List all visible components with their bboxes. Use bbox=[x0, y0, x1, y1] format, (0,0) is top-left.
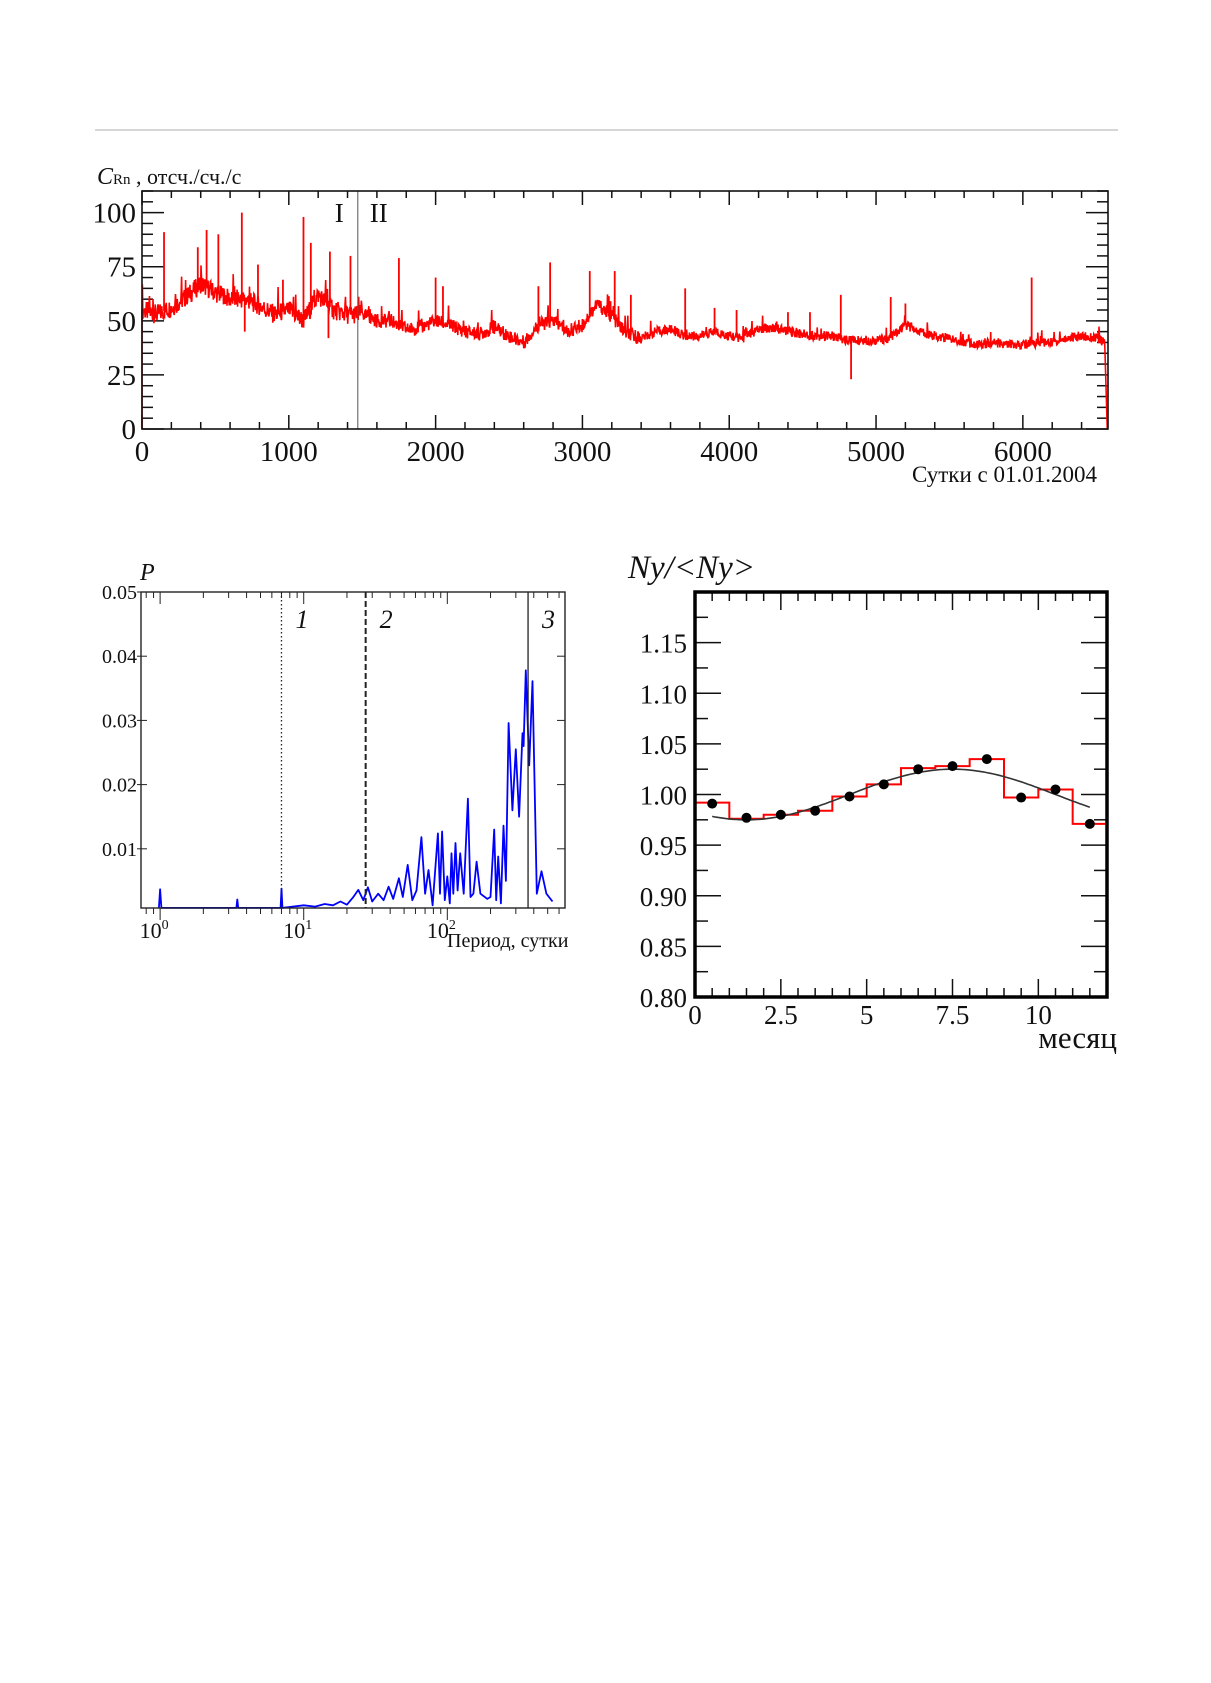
sinusoidal-fit-curve bbox=[712, 768, 1091, 821]
y-tick-label: 1.15 bbox=[640, 629, 687, 659]
data-point bbox=[810, 805, 821, 816]
data-point bbox=[981, 754, 992, 765]
y-tick-label: 0 bbox=[122, 414, 137, 446]
x-tick-label: 3000 bbox=[553, 436, 611, 468]
y-axis-label-subscript: Rn bbox=[113, 172, 131, 188]
data-point bbox=[947, 761, 958, 772]
page-divider-rule bbox=[95, 129, 1118, 131]
radon-timeseries-chart: 0 1000 2000 3000 4000 5000 6000 0 25 50 75 100 CRn ,… bbox=[93, 164, 1109, 487]
y-tick-label: 100 bbox=[93, 198, 137, 230]
data-point bbox=[844, 791, 855, 802]
y-tick-label: 1.00 bbox=[640, 781, 687, 811]
y-tick-label: 25 bbox=[107, 360, 136, 392]
x-tick-label: 0 bbox=[135, 436, 150, 468]
y-tick-label: 50 bbox=[107, 306, 136, 338]
y-tick-label: 0.90 bbox=[640, 882, 687, 912]
data-point bbox=[707, 798, 718, 809]
x-tick-label: 10 bbox=[1025, 1000, 1052, 1030]
plot-frame bbox=[693, 590, 1109, 999]
period-label-II: II bbox=[370, 198, 388, 228]
x-tick-label: 2.5 bbox=[764, 1000, 798, 1030]
y-tick-label: 0.01 bbox=[102, 839, 137, 861]
x-tick-exponent: 2 bbox=[449, 918, 456, 933]
x-axis-label: Сутки с 01.01.2004 bbox=[912, 462, 1098, 487]
x-tick-label: 6000 bbox=[994, 436, 1052, 468]
x-tick-label: 101 bbox=[283, 918, 312, 943]
x-tick-base: 10 bbox=[283, 918, 305, 943]
x-tick-label: 0 bbox=[688, 1000, 702, 1030]
y-tick-label: 75 bbox=[107, 252, 136, 284]
data-point bbox=[913, 764, 924, 775]
data-point bbox=[741, 812, 752, 823]
plot-frame bbox=[141, 190, 1109, 430]
data-point bbox=[775, 809, 786, 820]
y-tick-label: 0.04 bbox=[102, 646, 137, 668]
plot-frame bbox=[140, 591, 566, 909]
power-spectrum-line bbox=[158, 669, 554, 909]
y-tick-label: 1.05 bbox=[640, 730, 687, 760]
y-tick-label: 0.95 bbox=[640, 831, 687, 861]
y-axis-label-units: , отсч./сч./с bbox=[131, 164, 242, 189]
period-label-I: I bbox=[335, 198, 344, 228]
monthly-variation-chart: 0.80 0.85 0.90 0.95 1.00 1.05 1.10 1.15 0 2.5 5 7.5… bbox=[627, 550, 1117, 1055]
x-tick-label: 5000 bbox=[847, 436, 905, 468]
y-tick-label: 0.05 bbox=[102, 582, 137, 604]
data-point bbox=[1016, 792, 1027, 803]
x-tick-label: 102 bbox=[427, 918, 456, 943]
y-tick-label: 0.85 bbox=[640, 932, 687, 962]
y-axis-label: P bbox=[139, 560, 155, 586]
y-axis-label: CRn , отсч./сч./с bbox=[97, 164, 242, 190]
period-marker-label: 1 bbox=[295, 605, 308, 634]
x-tick-base: 10 bbox=[140, 918, 162, 943]
x-axis-label: месяц bbox=[1038, 1020, 1117, 1055]
y-tick-label: 0.02 bbox=[102, 775, 137, 797]
x-tick-label: 100 bbox=[140, 918, 169, 943]
x-tick-exponent: 0 bbox=[162, 918, 169, 933]
x-tick-label: 5 bbox=[860, 1000, 874, 1030]
y-tick-label: 0.80 bbox=[640, 983, 687, 1013]
period-marker-label: 3 bbox=[541, 605, 555, 634]
chart-title: Ny/<Ny> bbox=[627, 550, 755, 586]
monthly-histogram bbox=[695, 758, 1107, 825]
x-tick-label: 1000 bbox=[260, 436, 318, 468]
y-tick-label: 1.10 bbox=[640, 679, 687, 709]
data-point bbox=[878, 779, 889, 790]
x-tick-exponent: 1 bbox=[305, 918, 312, 933]
x-tick-label: 7.5 bbox=[936, 1000, 970, 1030]
data-point bbox=[1084, 818, 1095, 829]
data-point bbox=[1050, 784, 1061, 795]
x-tick-label: 4000 bbox=[700, 436, 758, 468]
radon-series-line bbox=[141, 265, 1109, 430]
period-marker-label: 2 bbox=[380, 605, 393, 634]
x-tick-label: 2000 bbox=[407, 436, 465, 468]
x-tick-base: 10 bbox=[427, 918, 449, 943]
x-axis-label: Период, сутки bbox=[447, 930, 569, 952]
y-tick-label: 0.03 bbox=[102, 710, 137, 732]
y-axis-label-symbol: C bbox=[97, 164, 114, 190]
